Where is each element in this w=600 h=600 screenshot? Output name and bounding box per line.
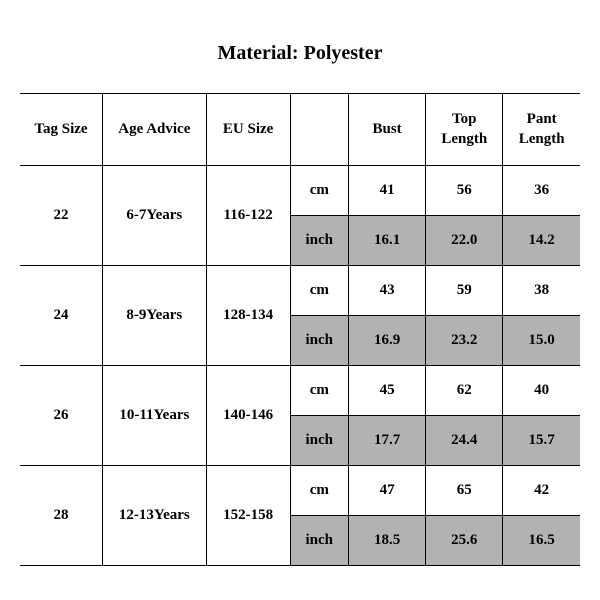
cell-pant-length-inch: 16.5 — [503, 516, 580, 566]
cell-top-length-inch: 24.4 — [426, 416, 503, 466]
cell-top-length-inch: 25.6 — [426, 516, 503, 566]
size-table: Tag Size Age Advice EU Size Bust TopLeng… — [20, 93, 580, 566]
cell-pant-length-inch: 15.0 — [503, 316, 580, 366]
cell-pant-length-cm: 38 — [503, 266, 580, 316]
cell-unit-inch: inch — [290, 516, 349, 566]
cell-unit-cm: cm — [290, 266, 349, 316]
cell-eu-size: 140-146 — [206, 366, 290, 466]
cell-unit-cm: cm — [290, 466, 349, 516]
cell-age-advice: 10-11Years — [102, 366, 206, 466]
table-row: 248-9Years128-134cm435938 — [20, 266, 580, 316]
col-header-pant-length: PantLength — [503, 94, 580, 166]
cell-bust-cm: 41 — [349, 166, 426, 216]
table-row: 226-7Years116-122cm415636 — [20, 166, 580, 216]
cell-tag-size: 22 — [20, 166, 102, 266]
col-header-bust: Bust — [349, 94, 426, 166]
col-header-unit — [290, 94, 349, 166]
cell-bust-cm: 47 — [349, 466, 426, 516]
cell-bust-inch: 16.9 — [349, 316, 426, 366]
cell-bust-cm: 43 — [349, 266, 426, 316]
cell-eu-size: 128-134 — [206, 266, 290, 366]
col-header-tag-size: Tag Size — [20, 94, 102, 166]
col-header-top-length: TopLength — [426, 94, 503, 166]
col-header-eu-size: EU Size — [206, 94, 290, 166]
cell-pant-length-inch: 14.2 — [503, 216, 580, 266]
col-header-age-advice: Age Advice — [102, 94, 206, 166]
cell-bust-inch: 16.1 — [349, 216, 426, 266]
cell-age-advice: 12-13Years — [102, 466, 206, 566]
cell-top-length-cm: 59 — [426, 266, 503, 316]
table-row: 2812-13Years152-158cm476542 — [20, 466, 580, 516]
cell-unit-inch: inch — [290, 316, 349, 366]
cell-top-length-cm: 65 — [426, 466, 503, 516]
page-title: Material: Polyester — [20, 42, 580, 65]
cell-pant-length-cm: 42 — [503, 466, 580, 516]
cell-age-advice: 6-7Years — [102, 166, 206, 266]
cell-bust-inch: 17.7 — [349, 416, 426, 466]
cell-top-length-inch: 23.2 — [426, 316, 503, 366]
cell-tag-size: 24 — [20, 266, 102, 366]
cell-unit-cm: cm — [290, 166, 349, 216]
cell-tag-size: 26 — [20, 366, 102, 466]
cell-top-length-inch: 22.0 — [426, 216, 503, 266]
cell-bust-cm: 45 — [349, 366, 426, 416]
cell-pant-length-cm: 36 — [503, 166, 580, 216]
cell-top-length-cm: 62 — [426, 366, 503, 416]
table-header-row: Tag Size Age Advice EU Size Bust TopLeng… — [20, 94, 580, 166]
cell-top-length-cm: 56 — [426, 166, 503, 216]
cell-unit-inch: inch — [290, 416, 349, 466]
cell-pant-length-inch: 15.7 — [503, 416, 580, 466]
cell-tag-size: 28 — [20, 466, 102, 566]
cell-unit-inch: inch — [290, 216, 349, 266]
cell-bust-inch: 18.5 — [349, 516, 426, 566]
cell-pant-length-cm: 40 — [503, 366, 580, 416]
cell-eu-size: 152-158 — [206, 466, 290, 566]
cell-unit-cm: cm — [290, 366, 349, 416]
cell-eu-size: 116-122 — [206, 166, 290, 266]
table-row: 2610-11Years140-146cm456240 — [20, 366, 580, 416]
cell-age-advice: 8-9Years — [102, 266, 206, 366]
